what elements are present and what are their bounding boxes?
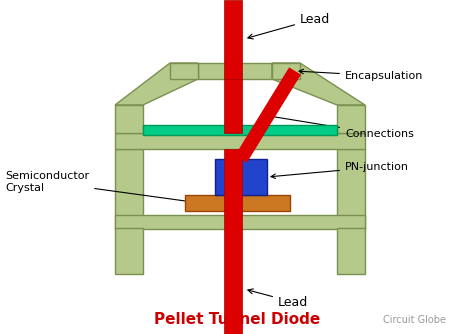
Bar xyxy=(115,149,143,229)
Bar xyxy=(115,133,365,149)
Bar xyxy=(224,0,242,79)
Text: Lead: Lead xyxy=(248,289,308,309)
Text: PN-junction: PN-junction xyxy=(271,162,409,178)
Bar xyxy=(115,228,143,274)
Polygon shape xyxy=(272,63,300,79)
Text: Encapsulation: Encapsulation xyxy=(299,69,423,81)
Bar xyxy=(143,125,337,135)
Text: Lead: Lead xyxy=(248,12,330,39)
Bar xyxy=(115,215,365,229)
Polygon shape xyxy=(170,63,198,79)
Bar xyxy=(337,149,365,229)
Polygon shape xyxy=(115,105,143,133)
Polygon shape xyxy=(337,105,365,133)
Bar xyxy=(337,228,365,274)
Text: Circuit Globe: Circuit Globe xyxy=(383,315,447,325)
Bar xyxy=(224,79,242,133)
Text: Semiconductor
Crystal: Semiconductor Crystal xyxy=(5,171,196,204)
Polygon shape xyxy=(115,63,198,105)
Bar xyxy=(215,159,267,195)
Text: Pellet Tunnel Diode: Pellet Tunnel Diode xyxy=(154,313,320,328)
Text: Connections: Connections xyxy=(267,114,414,139)
Bar xyxy=(224,149,242,334)
Bar xyxy=(198,63,272,79)
Bar xyxy=(185,195,290,211)
Polygon shape xyxy=(272,63,365,105)
